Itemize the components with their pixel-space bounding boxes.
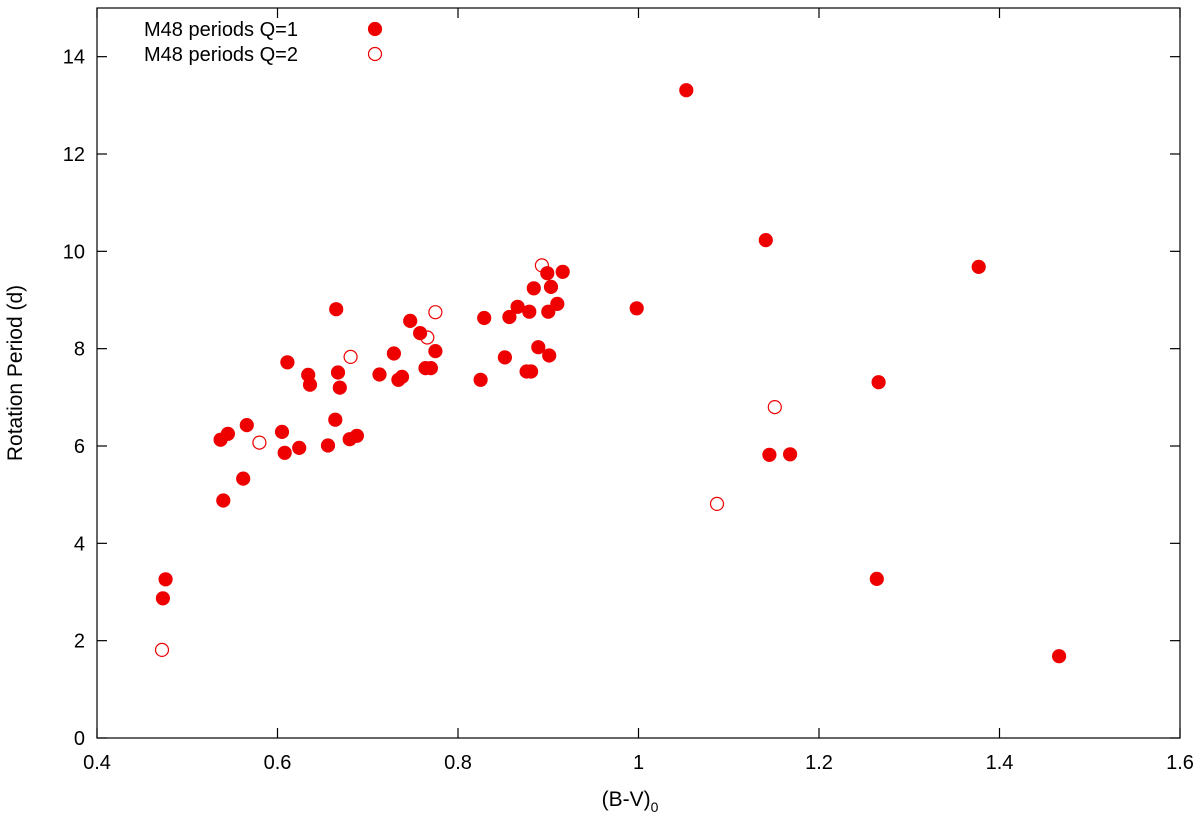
point-q1-35 [522,304,537,319]
point-q2-0 [154,642,170,658]
point-q1-1 [155,591,170,606]
legend-marker-q2 [367,46,383,62]
legend-label-q1: M48 periods Q=1 [144,19,298,41]
point-q1-49 [782,447,798,462]
point-q1-25 [413,326,428,341]
point-q2-5 [534,258,550,273]
point-q1-10 [292,440,307,455]
y-axis-title: Rotation Period (d) [4,285,27,461]
point-q2-3 [420,330,435,345]
point-q1-43 [550,296,565,311]
legend-marker-q1 [367,21,383,37]
point-q1-13 [320,438,336,453]
point-q1-39 [540,266,555,281]
point-q1-7 [274,424,290,439]
point-q1-8 [277,445,292,460]
point-q1-48 [762,447,777,462]
x-tick-label: 0.4 [83,752,111,774]
x-tick-label: 1.6 [1166,752,1194,774]
point-q1-32 [502,309,517,325]
point-q1-17 [332,380,347,395]
point-q1-15 [329,302,344,317]
point-q1-14 [328,412,343,427]
point-q1-41 [542,348,557,363]
y-tick-label: 4 [74,533,85,555]
point-q1-46 [679,83,694,98]
legend: M48 periods Q=1 M48 periods Q=2 [144,19,383,66]
point-q1-36 [523,364,539,379]
y-tick-label: 10 [63,241,85,263]
point-q1-50 [869,571,884,587]
x-tick-label: 0.6 [264,752,292,774]
y-tick-label: 2 [74,631,85,653]
point-q2-6 [709,496,725,511]
point-q2-1 [252,435,267,450]
point-q1-33 [510,299,525,314]
point-q1-28 [428,344,443,359]
point-q1-42 [543,279,559,294]
y-tick-label: 12 [63,144,85,166]
axis-ticks [96,8,1181,739]
point-q2-7 [767,400,782,415]
y-tick-label: 14 [63,47,85,69]
point-q1-40 [541,304,556,319]
x-tick-label: 0.8 [444,752,472,774]
point-q1-4 [220,426,235,441]
point-q1-51 [871,375,886,390]
y-tick-label: 0 [74,728,85,750]
point-q1-0 [158,572,173,587]
point-q1-52 [971,259,986,274]
point-q1-12 [302,377,318,392]
point-q1-24 [403,313,418,328]
point-q1-47 [758,233,773,248]
point-q1-27 [423,361,438,376]
point-q1-9 [280,355,295,370]
point-q1-31 [497,350,512,365]
y-tick-label: 6 [74,436,85,458]
point-q2-2 [343,349,358,364]
point-q1-37 [526,281,541,296]
point-q1-21 [386,346,401,361]
x-tick-label: 1 [633,752,644,774]
point-q2-4 [428,305,443,320]
point-q1-6 [239,418,254,433]
legend-label-q2: M48 periods Q=2 [144,44,298,66]
point-q1-5 [236,471,251,486]
data-points [154,83,1067,664]
point-q1-53 [1051,649,1067,664]
point-q1-19 [349,428,364,443]
x-tick-label: 1.4 [986,752,1014,774]
axis-tick-labels: 0.4 0.6 0.8 1 1.2 1.4 1.6 0 2 4 6 8 10 12 14 [63,47,1194,774]
plot-frame [96,7,1181,739]
point-q1-16 [330,365,346,380]
y-tick-label: 8 [74,339,85,361]
point-q1-38 [531,340,546,355]
point-q1-44 [555,264,570,279]
point-q1-45 [629,301,644,316]
x-axis-title: (B-V)0 [602,788,659,815]
point-q1-29 [473,372,488,387]
point-q1-23 [394,369,410,384]
point-q1-20 [372,367,387,382]
point-q1-30 [477,310,492,326]
point-q1-2 [216,493,231,508]
x-tick-label: 1.2 [805,752,833,774]
